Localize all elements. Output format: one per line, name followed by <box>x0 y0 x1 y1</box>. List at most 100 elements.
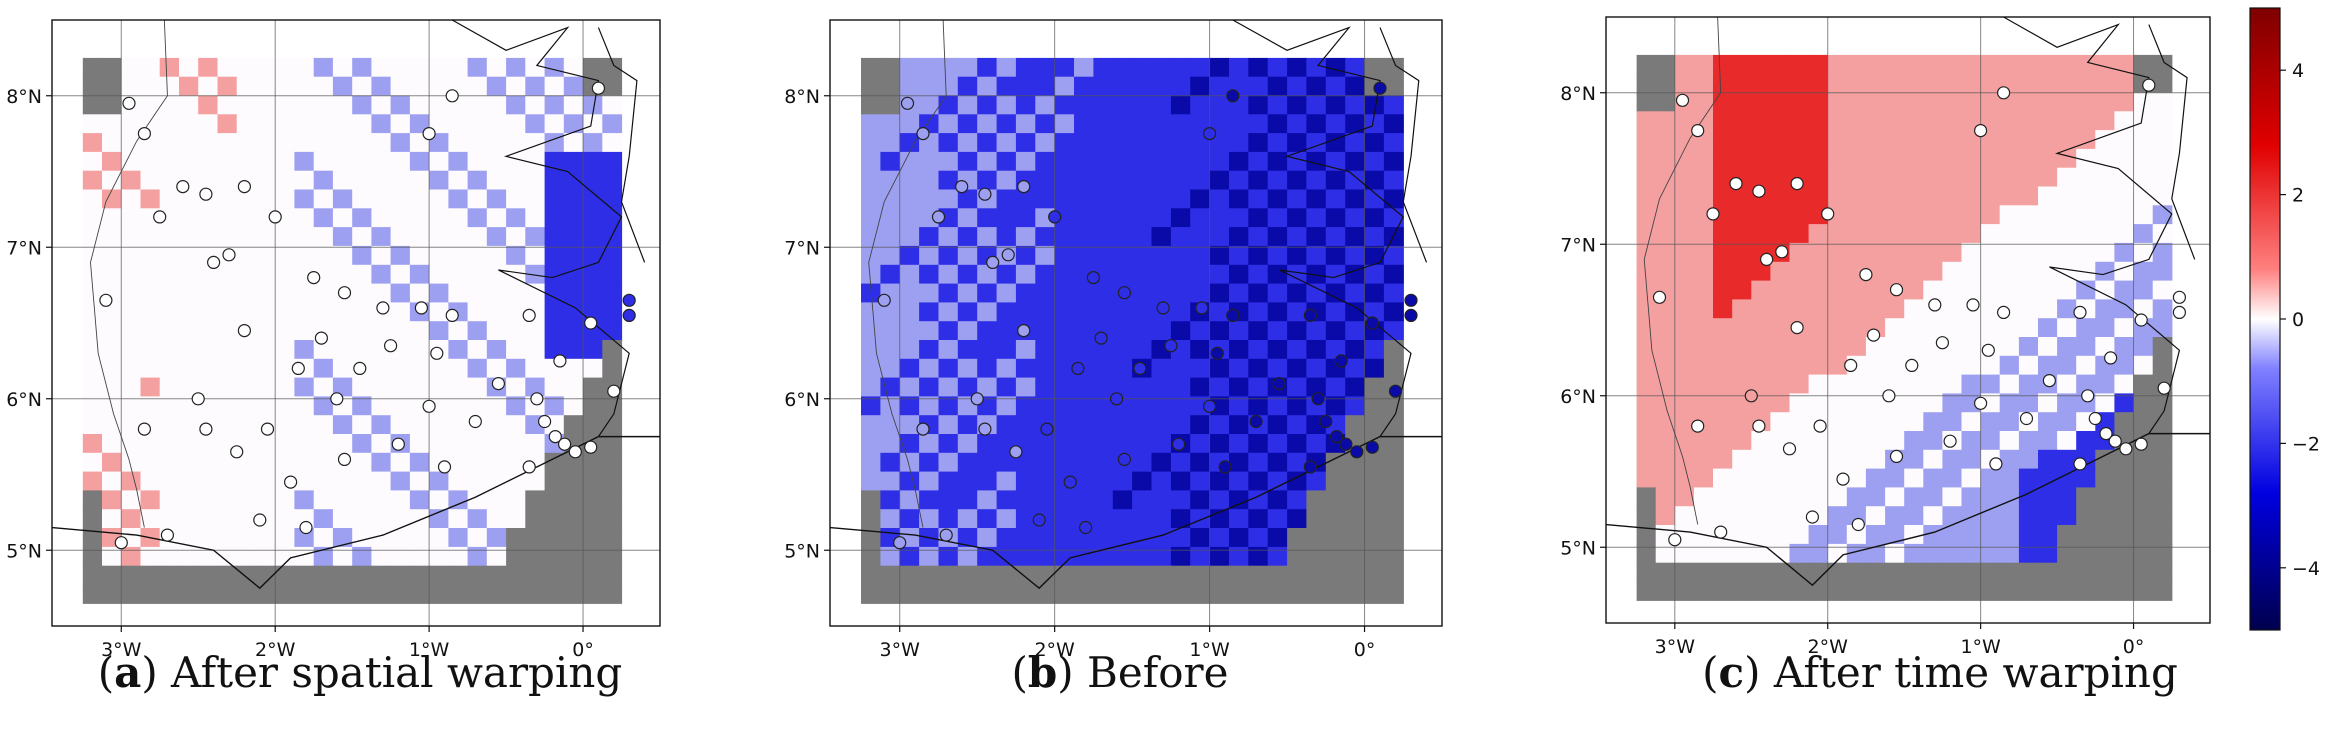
station-marker <box>1311 392 1325 406</box>
grid-cell <box>1751 167 1771 188</box>
grid-cell <box>506 189 526 209</box>
grid-cell <box>2114 167 2135 188</box>
grid-cell <box>1751 449 1771 470</box>
grid-cell <box>1751 581 1771 601</box>
grid-cell <box>1693 242 1714 263</box>
grid-cell <box>1345 227 1366 247</box>
grid-cell <box>1209 57 1230 78</box>
grid-cell <box>2152 224 2173 244</box>
grid-cell <box>899 565 920 586</box>
grid-cell <box>1693 562 1714 583</box>
grid-cell <box>919 584 940 604</box>
grid-cell <box>82 151 103 172</box>
grid-cell <box>255 114 276 134</box>
grid-cell <box>467 584 488 604</box>
grid-cell <box>294 133 315 153</box>
grid-cell <box>1325 471 1346 491</box>
station-marker <box>1752 184 1766 198</box>
grid-cell <box>506 584 526 604</box>
grid-cell <box>217 358 238 379</box>
grid-cell <box>102 170 122 191</box>
grid-cell <box>919 358 940 379</box>
grid-cell <box>1636 581 1657 601</box>
grid-cell <box>2114 525 2135 545</box>
grid-cell <box>371 490 392 510</box>
grid-cell <box>236 283 257 303</box>
grid-cell <box>1770 581 1791 601</box>
y-tick-label: 7°N <box>6 237 42 259</box>
grid-cell <box>1345 245 1366 266</box>
grid-cell <box>1808 318 1829 338</box>
grid-cell <box>1808 487 1829 507</box>
grid-cell <box>1364 208 1385 228</box>
grid-cell <box>1248 114 1269 134</box>
grid-cell <box>1345 114 1366 134</box>
grid-cell <box>1674 167 1695 188</box>
grid-cell <box>1789 337 1810 357</box>
grid-cell <box>121 151 142 172</box>
grid-cell <box>198 584 218 604</box>
grid-cell <box>1015 509 1036 529</box>
grid-cell <box>1674 337 1695 357</box>
grid-cell <box>938 95 959 115</box>
grid-cell <box>880 57 901 78</box>
grid-cell <box>1885 205 1905 225</box>
grid-cell <box>1170 264 1191 285</box>
grid-cell <box>1054 95 1075 115</box>
grid-cell <box>1808 355 1829 376</box>
east-coast <box>451 19 630 437</box>
grid-cell <box>1112 434 1133 454</box>
grid-cell <box>486 340 507 360</box>
grid-cell <box>371 283 392 303</box>
grid-cell <box>2114 224 2135 244</box>
grid-cell <box>1035 377 1056 397</box>
grid-cell <box>544 490 565 510</box>
grid-cell <box>313 528 334 548</box>
grid-cell <box>2076 543 2096 564</box>
grid-cell <box>2152 186 2173 206</box>
grid-cell <box>938 151 959 172</box>
grid-cell <box>899 264 920 285</box>
grid-cell <box>102 565 122 586</box>
grid-cell <box>1306 546 1327 567</box>
grid-cell <box>1846 205 1867 225</box>
station-marker <box>557 437 572 451</box>
grid-cell <box>467 565 488 586</box>
grid-cell <box>2018 525 2039 545</box>
grid-cell <box>1248 264 1269 285</box>
grid-cell <box>217 151 238 172</box>
grid-cell <box>1093 452 1114 473</box>
grid-cell <box>563 151 584 172</box>
grid-cell <box>2114 130 2135 150</box>
grid-cell <box>294 57 315 78</box>
grid-cell <box>1151 189 1172 209</box>
station-marker <box>222 248 236 262</box>
grid-cell <box>1636 393 1657 413</box>
grid-cell <box>1789 562 1810 583</box>
grid-cell <box>1229 283 1249 303</box>
grid-cell <box>1789 374 1810 394</box>
grid-cell <box>1364 358 1385 379</box>
grid-cell <box>332 415 353 435</box>
grid-cell <box>1093 434 1114 454</box>
grid-cell <box>544 565 565 586</box>
grid-cell <box>2114 412 2135 432</box>
grid-cell <box>1364 151 1385 172</box>
grid-cell <box>390 528 411 548</box>
grid-cell <box>899 434 920 454</box>
grid-cell <box>1035 302 1056 322</box>
grid-cell <box>486 396 507 416</box>
grid-cell <box>102 76 122 97</box>
grid-cell <box>275 170 295 191</box>
grid-cell <box>583 396 603 416</box>
grid-cell <box>880 264 901 285</box>
grid-cell <box>2114 374 2135 394</box>
grid-cell <box>1248 377 1269 397</box>
grid-cell <box>275 584 295 604</box>
grid-cell <box>467 434 488 454</box>
grid-cell <box>1074 584 1094 604</box>
grid-cell <box>1209 151 1230 172</box>
grid-cell <box>1808 431 1829 451</box>
grid-cell <box>1904 186 1924 206</box>
grid-cell <box>1015 358 1036 379</box>
